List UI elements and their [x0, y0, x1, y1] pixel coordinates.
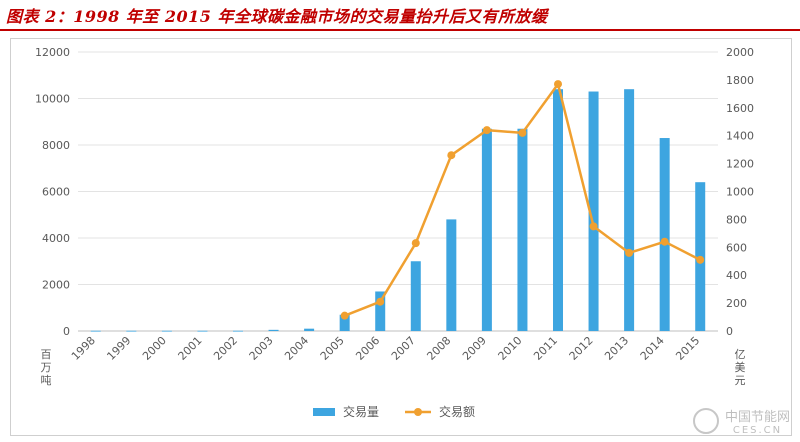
x-tick-label: 2007 [389, 334, 418, 363]
legend-line-marker [414, 408, 422, 416]
bar-2011 [553, 89, 563, 331]
x-tick-label: 2005 [318, 334, 347, 363]
point-2010 [518, 128, 527, 137]
point-2011 [554, 80, 562, 89]
bar-2007 [410, 261, 421, 331]
y-left-tick-label: 6000 [42, 186, 70, 199]
chart-frame [10, 38, 792, 436]
bar-2012 [588, 91, 599, 332]
y-right-tick-label: 1200 [726, 158, 754, 171]
title-bar: 图表 2：1998 年至 2015 年全球碳金融市场的交易量抬升后又有所放缓 [0, 0, 800, 30]
x-tick-label: 2003 [247, 334, 276, 363]
y-left-tick-label: 8000 [42, 139, 70, 152]
bar-2006 [375, 291, 386, 331]
point-2006 [376, 297, 385, 306]
point-2005 [340, 311, 349, 320]
legend-line-label: 交易额 [439, 404, 475, 419]
x-tick-label: 2012 [567, 334, 596, 363]
bar-2008 [446, 219, 457, 331]
y-right-tick-label: 1600 [726, 102, 754, 115]
y-left-tick-label: 12000 [35, 46, 70, 59]
y-right-unit-label: 亿美元 [735, 348, 746, 387]
bar-2009 [481, 128, 492, 331]
point-2012 [589, 222, 598, 231]
x-tick-label: 2008 [424, 334, 453, 363]
point-2015 [696, 255, 705, 264]
bar-2010 [517, 128, 528, 331]
legend-bar-label: 交易量 [343, 404, 379, 419]
point-2007 [411, 239, 420, 248]
bar-2004 [304, 328, 315, 331]
x-tick-label: 2000 [140, 334, 169, 363]
x-tick-label: 2010 [496, 334, 525, 363]
bar-1998 [90, 330, 101, 332]
chart-title: 图表 2：1998 年至 2015 年全球碳金融市场的交易量抬升后又有所放缓 [6, 7, 548, 26]
x-tick-label: 2006 [353, 334, 382, 363]
y-right-tick-label: 0 [726, 325, 733, 338]
title-divider [0, 29, 800, 31]
point-2014 [660, 237, 669, 246]
x-tick-label: 2002 [211, 334, 240, 363]
point-2009 [482, 126, 491, 135]
x-tick-label: 2004 [282, 334, 311, 363]
x-tick-label: 1998 [69, 334, 98, 363]
bar-2001 [197, 330, 208, 332]
bar-2002 [233, 330, 243, 332]
bar-2014 [659, 138, 670, 331]
bar-2003 [268, 329, 279, 331]
y-right-tick-label: 1000 [726, 186, 754, 199]
y-right-tick-label: 800 [726, 213, 747, 226]
point-2008 [447, 151, 456, 160]
bar-2005 [339, 314, 350, 331]
x-tick-label: 1999 [104, 334, 133, 363]
x-tick-label: 2001 [176, 334, 205, 363]
y-right-tick-label: 1800 [726, 74, 754, 87]
x-tick-label: 2011 [531, 334, 560, 363]
y-right-tick-label: 1400 [726, 130, 754, 143]
x-tick-label: 2013 [602, 334, 631, 363]
y-left-tick-label: 10000 [35, 93, 70, 106]
bar-2000 [161, 330, 172, 332]
x-tick-label: 2015 [673, 334, 702, 363]
y-left-tick-label: 4000 [42, 232, 70, 245]
bar-2013 [624, 89, 635, 331]
x-tick-label: 2014 [638, 334, 667, 363]
bar-1999 [126, 330, 137, 332]
y-right-tick-label: 200 [726, 297, 747, 310]
legend-bar-swatch [313, 408, 335, 416]
x-tick-label: 2009 [460, 334, 489, 363]
y-left-unit-label: 百万吨 [41, 348, 52, 387]
y-right-tick-label: 2000 [726, 46, 754, 59]
y-left-tick-label: 0 [63, 325, 70, 338]
y-right-tick-label: 400 [726, 269, 747, 282]
point-2013 [625, 248, 634, 257]
y-right-tick-label: 600 [726, 241, 747, 254]
y-left-tick-label: 2000 [42, 279, 70, 292]
